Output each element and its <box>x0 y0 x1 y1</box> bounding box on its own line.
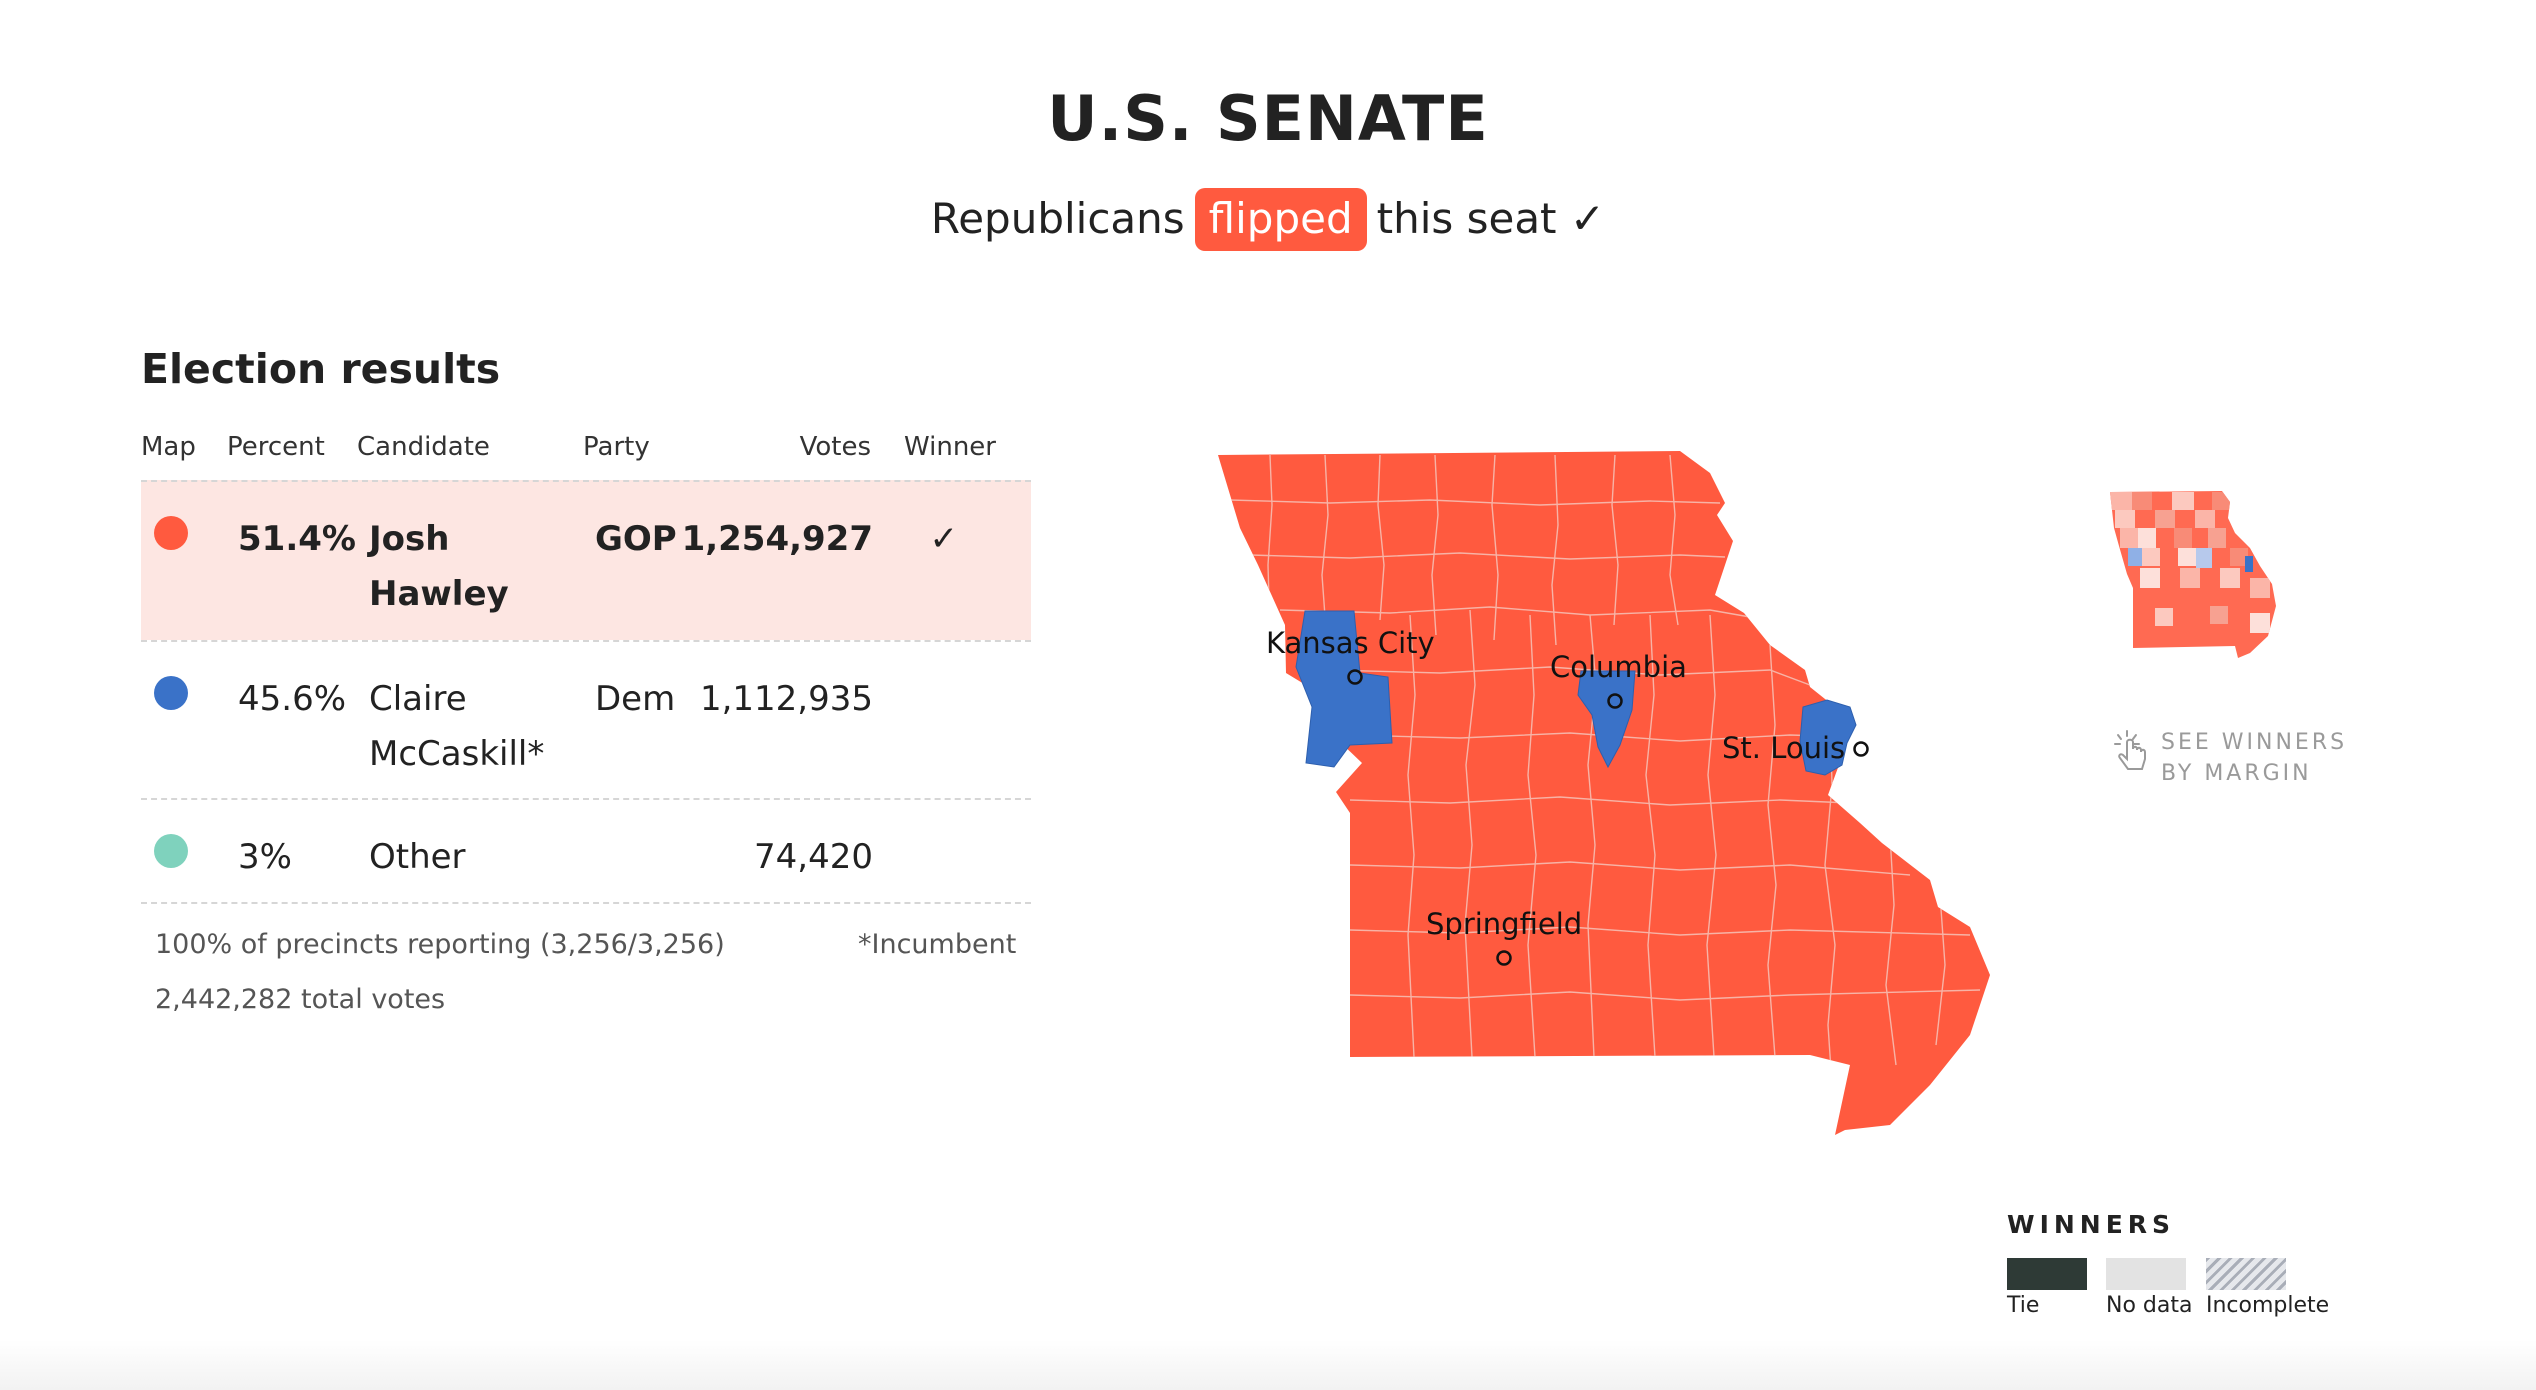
other-color-dot <box>154 834 188 868</box>
county-borders <box>1229 454 1981 1086</box>
col-candidate: Candidate <box>357 432 490 462</box>
row-candidate: Josh Hawley <box>369 519 509 614</box>
legend-swatch-no-data <box>2106 1258 2186 1290</box>
legend-title: WINNERS <box>2007 1210 2176 1239</box>
row-votes: 74,420 <box>754 837 873 877</box>
toggle-label: SEE WINNERS BY MARGIN <box>2161 730 2348 786</box>
page-bottom-edge <box>0 1340 2536 1390</box>
subtitle-party: Republicans <box>930 194 1185 243</box>
city-marker <box>1496 950 1512 966</box>
row-candidate: Claire McCaskill* <box>369 679 545 774</box>
flipped-badge: flipped <box>1194 188 1367 251</box>
table-row: 51.4% Josh Hawley GOP 1,254,927 ✓ <box>141 480 1031 640</box>
winner-check-icon: ✓ <box>929 519 959 559</box>
row-party: GOP <box>595 519 677 559</box>
city-marker <box>1853 741 1869 757</box>
col-map: Map <box>141 432 196 462</box>
results-header: Map Percent Candidate Party Votes Winner <box>141 420 1031 480</box>
city-label-kansas-city: Kansas City <box>1266 626 1435 660</box>
city-label-st-louis: St. Louis <box>1722 731 1845 765</box>
results-table: Map Percent Candidate Party Votes Winner… <box>141 420 1031 904</box>
incumbent-note: *Incumbent <box>858 929 1017 960</box>
legend-label-incomplete: Incomplete <box>2206 1293 2330 1318</box>
row-votes: 1,112,935 <box>699 679 873 719</box>
city-label-columbia: Columbia <box>1550 650 1687 684</box>
county-map[interactable]: Kansas City Columbia St. Louis Springfie… <box>1210 445 2010 1145</box>
precincts-reporting: 100% of precincts reporting (3,256/3,256… <box>155 929 725 960</box>
row-votes: 1,254,927 <box>681 519 873 559</box>
row-percent: 3% <box>238 837 292 877</box>
county-boone[interactable] <box>1577 670 1636 769</box>
col-party: Party <box>583 432 650 462</box>
page-title: U.S. SENATE <box>1047 82 1489 155</box>
row-percent: 45.6% <box>238 679 347 719</box>
row-party: Dem <box>595 679 676 719</box>
col-percent: Percent <box>227 432 325 462</box>
republican-color-dot <box>154 516 188 550</box>
state-outline <box>1218 451 1990 1135</box>
city-label-springfield: Springfield <box>1426 907 1582 941</box>
margin-minimap[interactable] <box>2100 488 2320 678</box>
col-winner: Winner <box>903 432 996 462</box>
legend-label-tie: Tie <box>2007 1293 2040 1318</box>
table-row: 45.6% Claire McCaskill* Dem 1,112,935 <box>141 640 1031 798</box>
legend-label-no-data: No data <box>2106 1293 2193 1318</box>
democrat-color-dot <box>154 676 188 710</box>
minimap-counties <box>2110 492 2270 633</box>
row-candidate: Other <box>369 837 466 877</box>
legend-swatch-incomplete <box>2206 1258 2286 1290</box>
row-percent: 51.4% <box>238 519 356 559</box>
subtitle-rest: this seat ✓ <box>1376 194 1606 243</box>
col-votes: Votes <box>799 432 871 462</box>
city-marker <box>1607 693 1623 709</box>
pointer-hand-icon <box>2114 730 2146 770</box>
county-jackson[interactable] <box>1295 610 1393 768</box>
table-row: 3% Other 74,420 <box>141 798 1031 904</box>
legend-swatch-tie <box>2007 1258 2087 1290</box>
results-title: Election results <box>141 345 501 393</box>
total-votes: 2,442,282 total votes <box>155 984 446 1015</box>
city-marker <box>1347 669 1363 685</box>
seat-status-subtitle: Republicans flipped this seat ✓ <box>0 188 2536 251</box>
county-st-louis[interactable] <box>1799 699 1857 776</box>
